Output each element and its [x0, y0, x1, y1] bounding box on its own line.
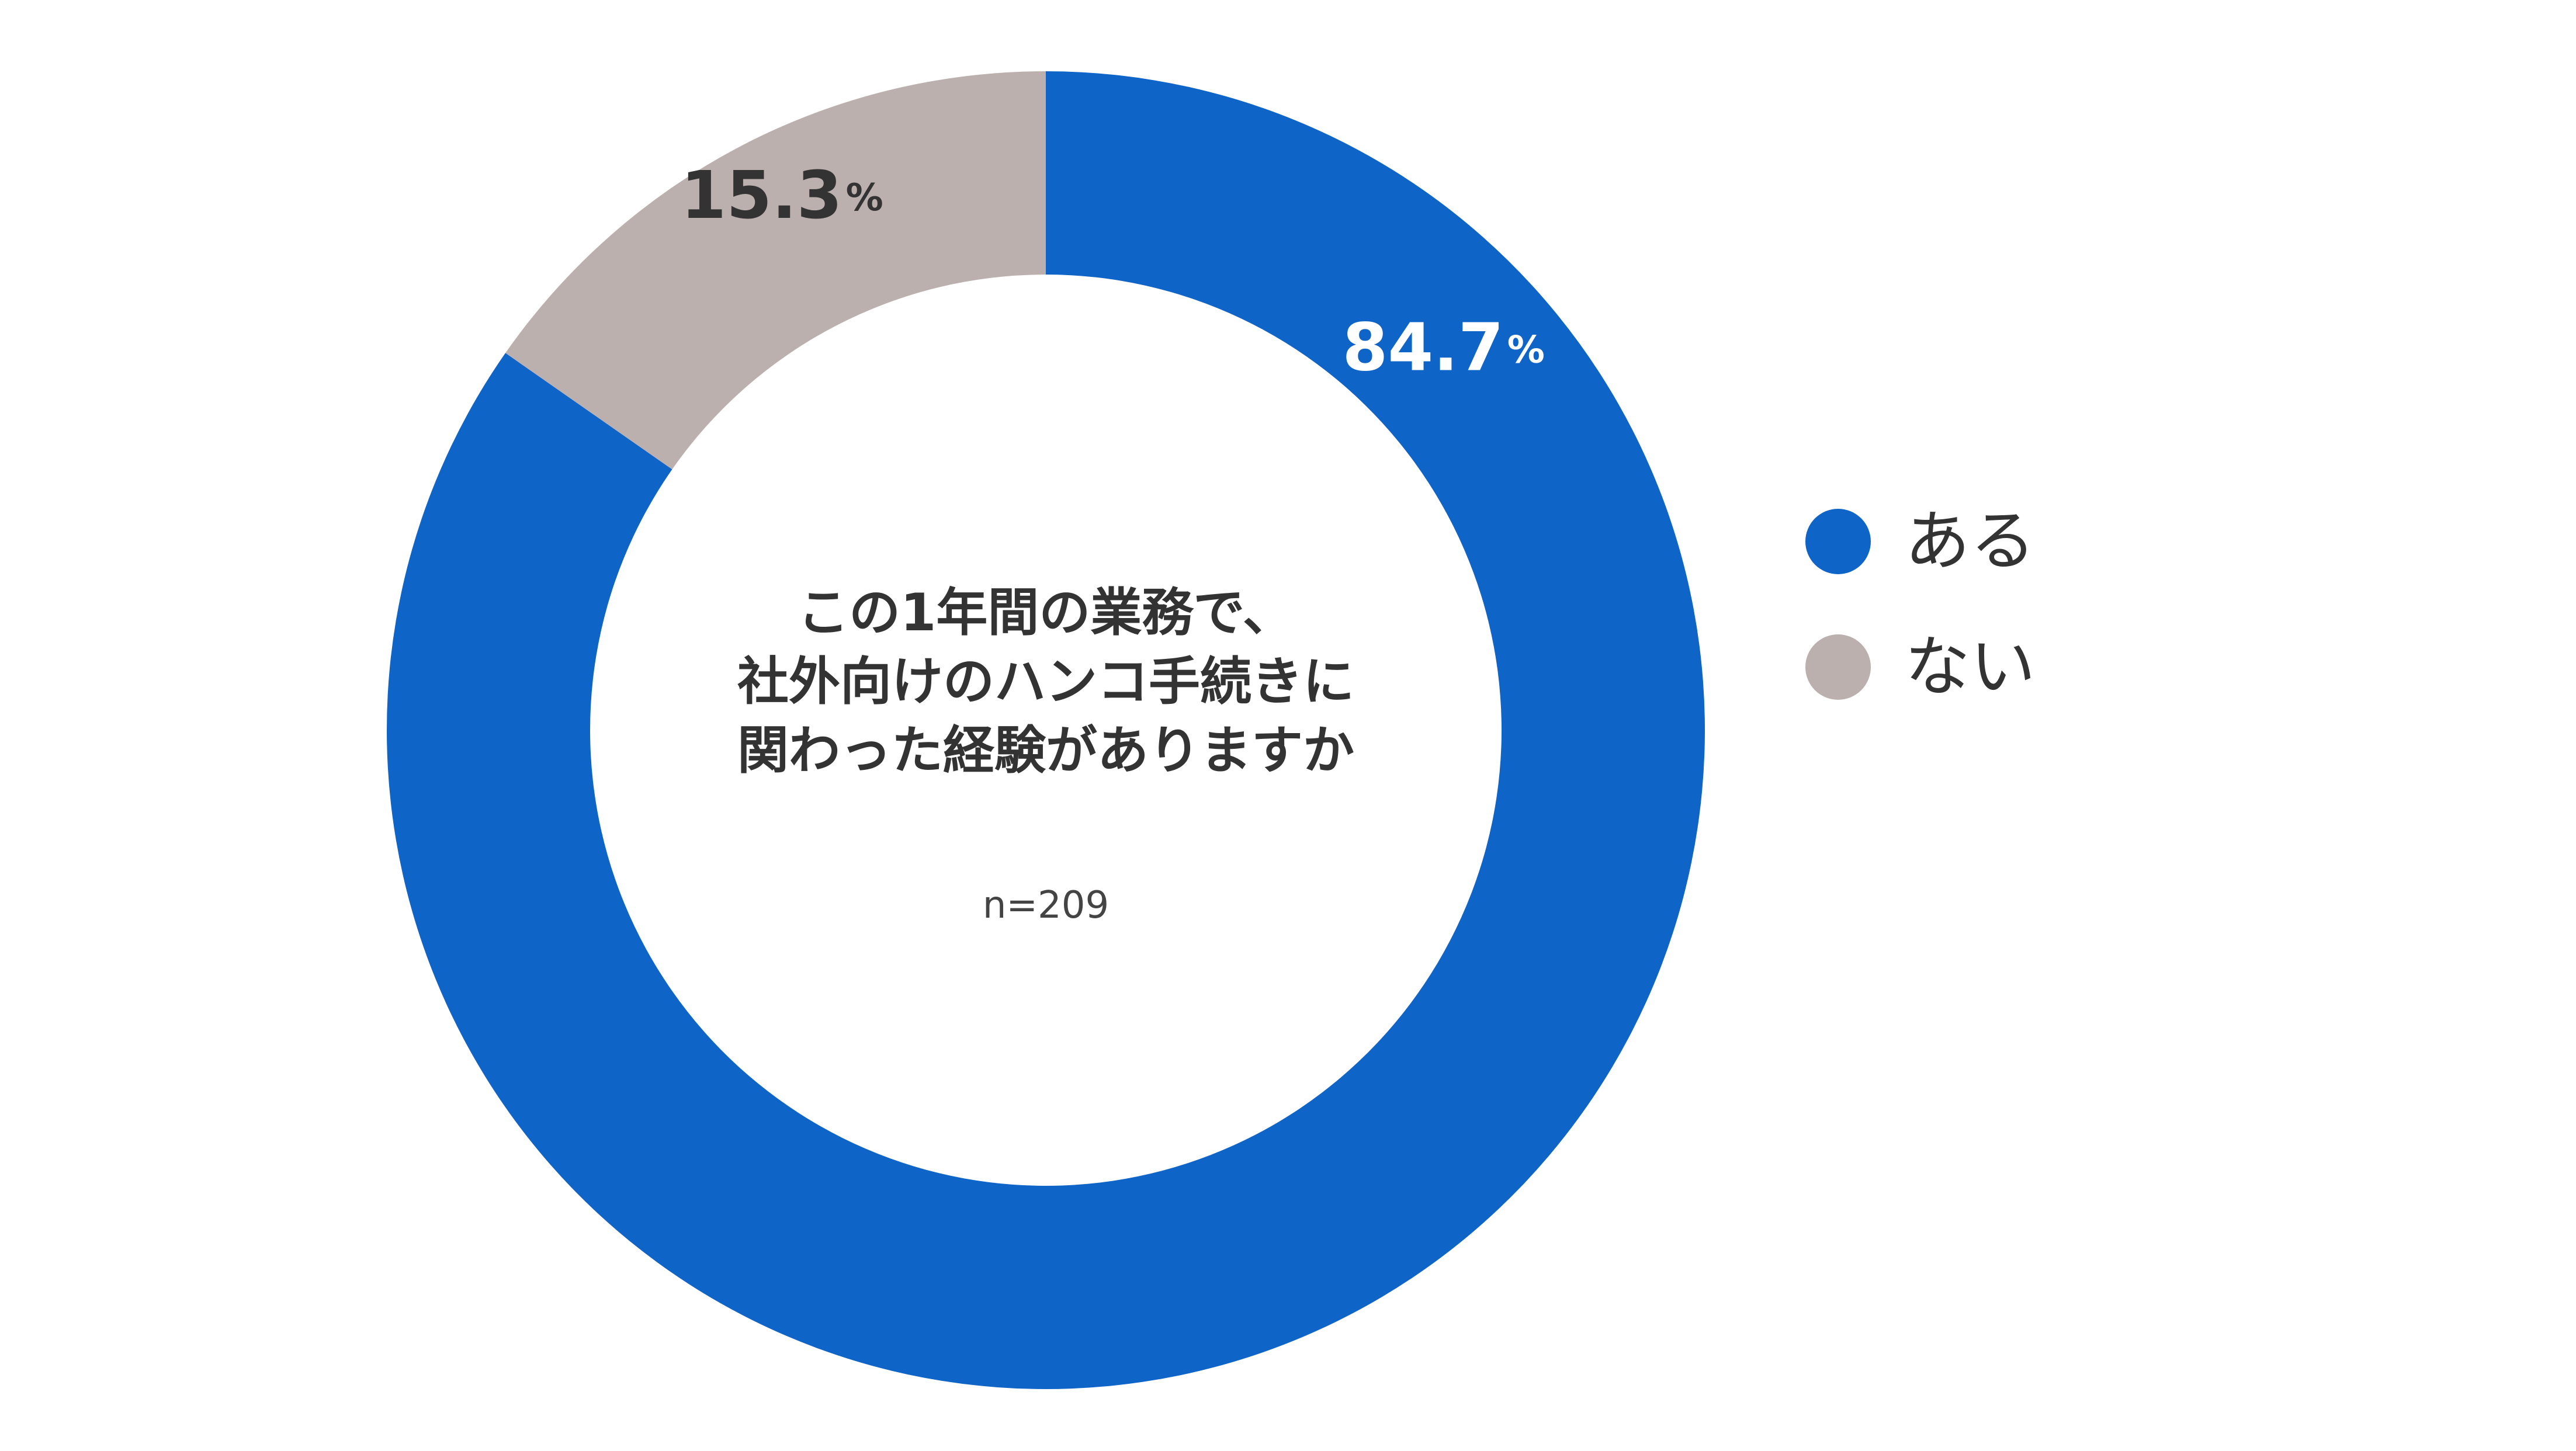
slice-labels: 84.7%15.3% [681, 158, 1545, 386]
question-line-2: 社外向けのハンコ手続きに [737, 651, 1354, 711]
legend-swatch-nai [1805, 634, 1871, 700]
slice-label-1: 15.3% [681, 158, 883, 234]
donut-slices [387, 71, 1705, 1389]
question-line-1: この1年間の業務で、 [798, 582, 1294, 643]
slice-0 [387, 71, 1705, 1389]
slice-unit-1: % [846, 176, 883, 220]
slice-1 [505, 71, 1046, 470]
legend-label-aru: ある [1905, 504, 2036, 579]
question-line-3: 関わった経験がありますか [737, 720, 1354, 780]
slice-label-0: 84.7% [1342, 310, 1544, 386]
slice-unit-0: % [1507, 328, 1545, 372]
legend-item-aru: ある [1805, 504, 2036, 579]
sample-size: n=209 [982, 884, 1110, 927]
slice-value-1: 15.3 [681, 158, 842, 234]
slice-value-0: 84.7 [1342, 310, 1503, 386]
legend-item-nai: ない [1805, 629, 2036, 705]
chart-question: この1年間の業務で、 社外向けのハンコ手続きに 関わった経験がありますか [584, 578, 1507, 785]
legend-label-nai: ない [1905, 629, 2036, 705]
legend-swatch-aru [1805, 509, 1871, 574]
